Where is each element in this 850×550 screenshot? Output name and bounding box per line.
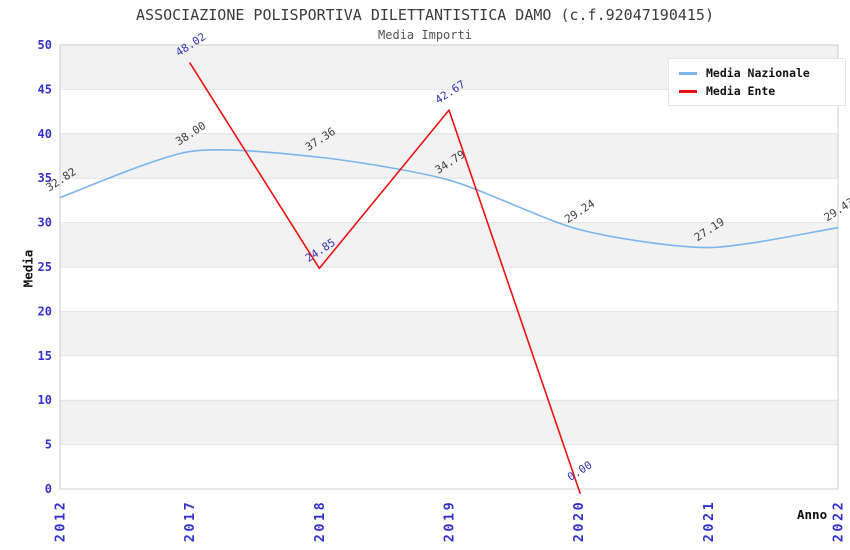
plot-band [60, 355, 838, 401]
legend-item-media-ente[interactable]: Media Ente [679, 82, 845, 100]
series-line-media-nazionale[interactable] [59, 149, 839, 249]
x-tick-label: 2022 [831, 500, 847, 543]
plot-band [60, 222, 838, 267]
plot-band [60, 400, 838, 445]
x-tick-label: 2017 [182, 500, 198, 543]
y-tick-label: 45 [38, 82, 52, 96]
y-tick-label: 50 [38, 38, 52, 52]
plot-band [60, 133, 838, 179]
plot-band [60, 267, 838, 312]
legend-item-media-nazionale[interactable]: Media Nazionale [679, 64, 845, 82]
legend-swatch-media-nazionale [679, 71, 697, 75]
y-tick-label: 30 [38, 216, 52, 230]
x-tick-label: 2012 [53, 500, 69, 543]
plot-border [59, 44, 839, 490]
x-tick-label: 2019 [442, 500, 458, 543]
y-tick-label: 15 [38, 349, 52, 363]
legend-swatch-media-ente [679, 89, 697, 93]
y-tick-label: 20 [38, 304, 52, 318]
legend: Media Nazionale Media Ente [668, 58, 846, 106]
x-axis-title: Anno [797, 507, 828, 522]
y-tick-label: 25 [38, 260, 52, 274]
chart-title: ASSOCIAZIONE POLISPORTIVA DILETTANTISTIC… [136, 6, 714, 24]
y-axis-title: Media [20, 249, 36, 288]
chart-subtitle: Media Importi [378, 28, 472, 42]
y-tick-label: 40 [38, 127, 52, 141]
y-tick-label: 10 [38, 393, 52, 407]
y-tick-label: 35 [38, 171, 52, 185]
y-tick-label: 5 [45, 438, 52, 452]
y-tick-label: 0 [45, 482, 52, 496]
plot-band [60, 311, 838, 356]
x-tick-label: 2018 [312, 500, 328, 543]
x-tick-label: 2020 [571, 500, 587, 543]
legend-label: Media Nazionale [706, 66, 810, 80]
legend-label: Media Ente [706, 84, 776, 98]
x-tick-label: 2021 [701, 500, 717, 543]
plot-band [60, 178, 838, 223]
series-line-media-ente[interactable] [188, 62, 582, 494]
plot-band [60, 444, 838, 489]
